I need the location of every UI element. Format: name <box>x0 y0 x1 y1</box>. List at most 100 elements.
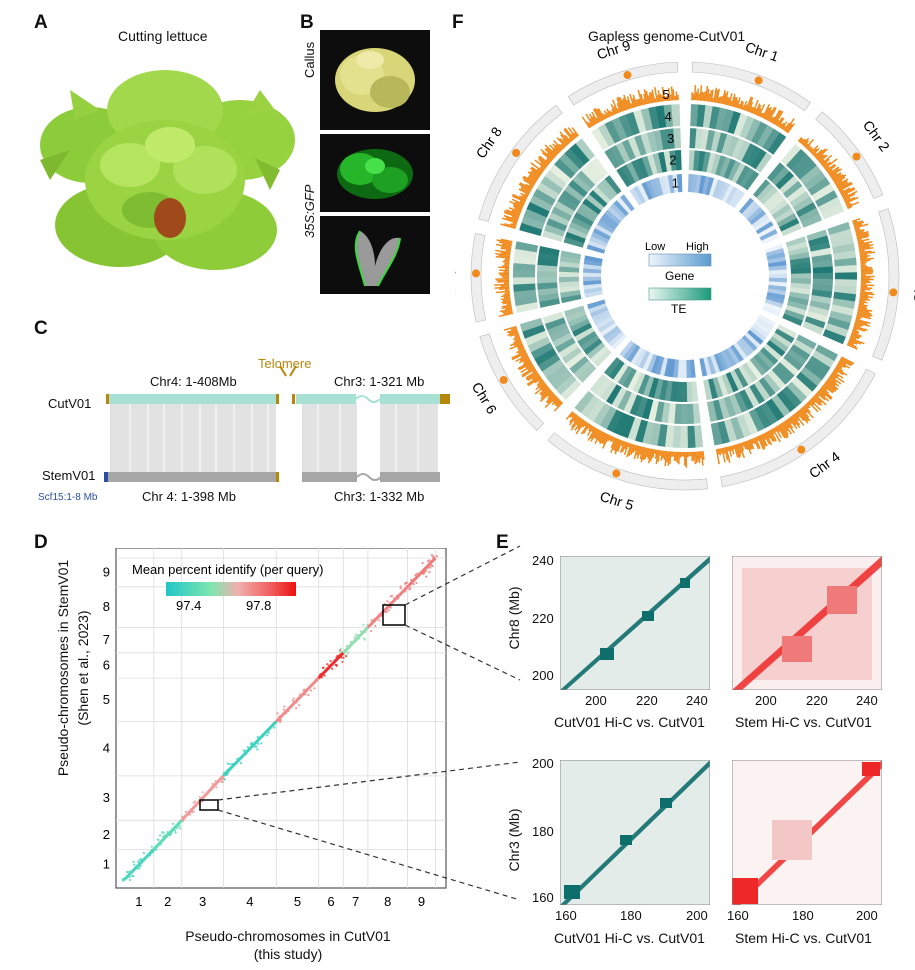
density-bar <box>495 278 510 280</box>
te-heat-cell <box>693 150 701 171</box>
gene-heat-cell <box>744 203 761 220</box>
density-bar <box>817 154 826 162</box>
chr3-synteny-links-right <box>380 404 438 472</box>
te-heat-cell <box>653 378 664 400</box>
density-bar <box>593 429 600 439</box>
density-bar <box>509 343 523 350</box>
density-bar <box>858 246 871 250</box>
density-bar <box>519 200 526 204</box>
e-top-ytick: 200 <box>532 668 554 683</box>
density-bar <box>758 103 766 117</box>
density-bar <box>547 392 555 400</box>
density-bar <box>858 243 874 248</box>
density-bar <box>859 298 871 301</box>
density-bar <box>860 264 866 266</box>
density-bar <box>666 451 669 463</box>
cutv01-row-label: CutV01 <box>48 396 92 411</box>
te-heat-cell <box>721 134 734 156</box>
density-bar <box>647 448 653 464</box>
te-heat-cell <box>723 396 736 418</box>
density-bar <box>503 259 510 262</box>
te-heat-cell <box>811 253 833 263</box>
te-heat-cell <box>789 287 811 296</box>
te-heat-cell <box>647 154 659 175</box>
density-bar <box>503 296 511 299</box>
te-heat-cell <box>733 391 748 413</box>
te-heat-cell <box>655 105 667 129</box>
data-point <box>415 581 418 585</box>
centromere-dot <box>612 469 621 478</box>
te-heat-cell <box>755 152 773 173</box>
density-bar <box>544 148 556 159</box>
te-heat-cell <box>663 104 674 128</box>
density-bar <box>689 451 692 457</box>
te-heat-cell <box>788 291 810 301</box>
density-bar <box>860 271 874 273</box>
density-bar <box>860 289 865 292</box>
density-bar <box>540 388 551 398</box>
te-heat-cell <box>581 165 600 185</box>
te-heat-cell <box>799 165 822 186</box>
te-heat-cell <box>542 311 564 324</box>
data-point <box>267 731 270 734</box>
density-bar <box>602 434 610 449</box>
density-bar <box>805 139 815 149</box>
te-heat-cell <box>569 142 590 165</box>
te-heat-cell <box>811 183 835 202</box>
gene-heat-cell <box>599 216 617 231</box>
e-bottom-ytick: 180 <box>532 824 554 839</box>
density-bar <box>508 329 518 335</box>
te-heat-cell <box>621 164 636 185</box>
te-heat-cell <box>809 241 831 253</box>
density-bar <box>514 337 521 342</box>
density-bar <box>825 381 837 391</box>
density-bar <box>824 382 837 392</box>
density-bar <box>706 88 710 102</box>
density-bar <box>523 175 536 185</box>
density-bar <box>730 93 736 107</box>
te-heat-cell <box>795 371 818 393</box>
data-point <box>250 741 253 744</box>
density-bar <box>527 171 539 180</box>
chr-label: Chr 5 <box>598 488 636 510</box>
density-bar <box>502 243 512 247</box>
density-bar <box>599 432 607 445</box>
density-bar <box>540 148 554 161</box>
density-bar <box>786 419 794 429</box>
te-heat-cell <box>830 236 854 248</box>
te-heat-cell <box>621 139 637 161</box>
density-bar <box>630 103 634 109</box>
density-bar <box>832 174 845 182</box>
te-heat-cell <box>766 194 786 212</box>
te-heat-cell <box>513 269 536 278</box>
density-bar <box>541 152 553 162</box>
density-bar <box>556 137 567 148</box>
te-heat-cell <box>599 406 617 430</box>
density-bar <box>538 378 543 383</box>
density-bar <box>792 414 799 422</box>
gene-heat-cell <box>702 176 711 195</box>
e-top-xtick: 220 <box>636 693 658 708</box>
density-bar <box>791 415 801 426</box>
density-bar <box>702 92 705 101</box>
te-heat-cell <box>788 246 809 257</box>
te-heat-cell <box>830 304 854 317</box>
te-heat-cell <box>762 128 781 152</box>
te-heat-cell <box>759 402 778 425</box>
density-bar <box>626 96 633 109</box>
density-bar <box>860 259 871 262</box>
density-bar <box>778 123 783 128</box>
te-heat-cell <box>751 121 768 145</box>
density-bar <box>642 99 646 105</box>
density-bar <box>704 85 709 102</box>
density-bar <box>500 297 511 301</box>
density-bar <box>776 425 786 439</box>
density-bar <box>639 446 645 460</box>
te-heat-cell <box>710 153 722 175</box>
density-bar <box>672 451 675 457</box>
density-bar <box>616 102 622 113</box>
gene-heat-cell <box>712 179 723 198</box>
data-point <box>122 879 125 882</box>
density-bar <box>845 202 851 206</box>
density-bar <box>591 116 598 125</box>
